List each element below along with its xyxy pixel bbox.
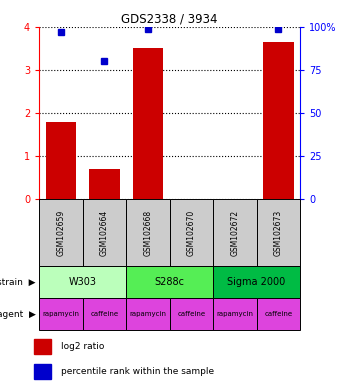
FancyBboxPatch shape (213, 199, 257, 266)
Text: GSM102673: GSM102673 (274, 210, 283, 256)
Text: strain  ▶: strain ▶ (0, 278, 36, 287)
FancyBboxPatch shape (169, 199, 213, 266)
Text: caffeine: caffeine (90, 311, 118, 317)
Bar (46, 122, 76, 199)
Text: rapamycin: rapamycin (129, 311, 166, 317)
FancyBboxPatch shape (83, 199, 126, 266)
Title: GDS2338 / 3934: GDS2338 / 3934 (121, 13, 218, 26)
Text: GSM102670: GSM102670 (187, 210, 196, 256)
FancyBboxPatch shape (169, 298, 213, 330)
Text: S288c: S288c (155, 277, 184, 288)
Text: GSM102672: GSM102672 (231, 210, 239, 256)
FancyBboxPatch shape (257, 298, 300, 330)
Text: Sigma 2000: Sigma 2000 (227, 277, 286, 288)
Text: GSM102668: GSM102668 (144, 210, 152, 256)
Bar (263, 42, 294, 199)
FancyBboxPatch shape (83, 298, 126, 330)
FancyBboxPatch shape (257, 199, 300, 266)
FancyBboxPatch shape (39, 266, 126, 298)
Text: log2 ratio: log2 ratio (61, 343, 105, 351)
FancyBboxPatch shape (213, 266, 300, 298)
Text: rapamycin: rapamycin (42, 311, 79, 317)
FancyBboxPatch shape (39, 298, 83, 330)
FancyBboxPatch shape (213, 298, 257, 330)
Bar (133, 48, 163, 199)
Bar (34, 339, 51, 354)
Text: rapamycin: rapamycin (216, 311, 253, 317)
Bar (89, 169, 120, 199)
FancyBboxPatch shape (126, 199, 169, 266)
Text: agent  ▶: agent ▶ (0, 310, 36, 319)
FancyBboxPatch shape (126, 298, 169, 330)
FancyBboxPatch shape (126, 266, 213, 298)
Text: caffeine: caffeine (177, 311, 205, 317)
Text: GSM102664: GSM102664 (100, 210, 109, 256)
Text: caffeine: caffeine (264, 311, 292, 317)
Bar (34, 364, 51, 379)
Text: GSM102659: GSM102659 (57, 210, 65, 256)
Text: W303: W303 (69, 277, 97, 288)
FancyBboxPatch shape (39, 199, 83, 266)
Text: percentile rank within the sample: percentile rank within the sample (61, 367, 214, 376)
